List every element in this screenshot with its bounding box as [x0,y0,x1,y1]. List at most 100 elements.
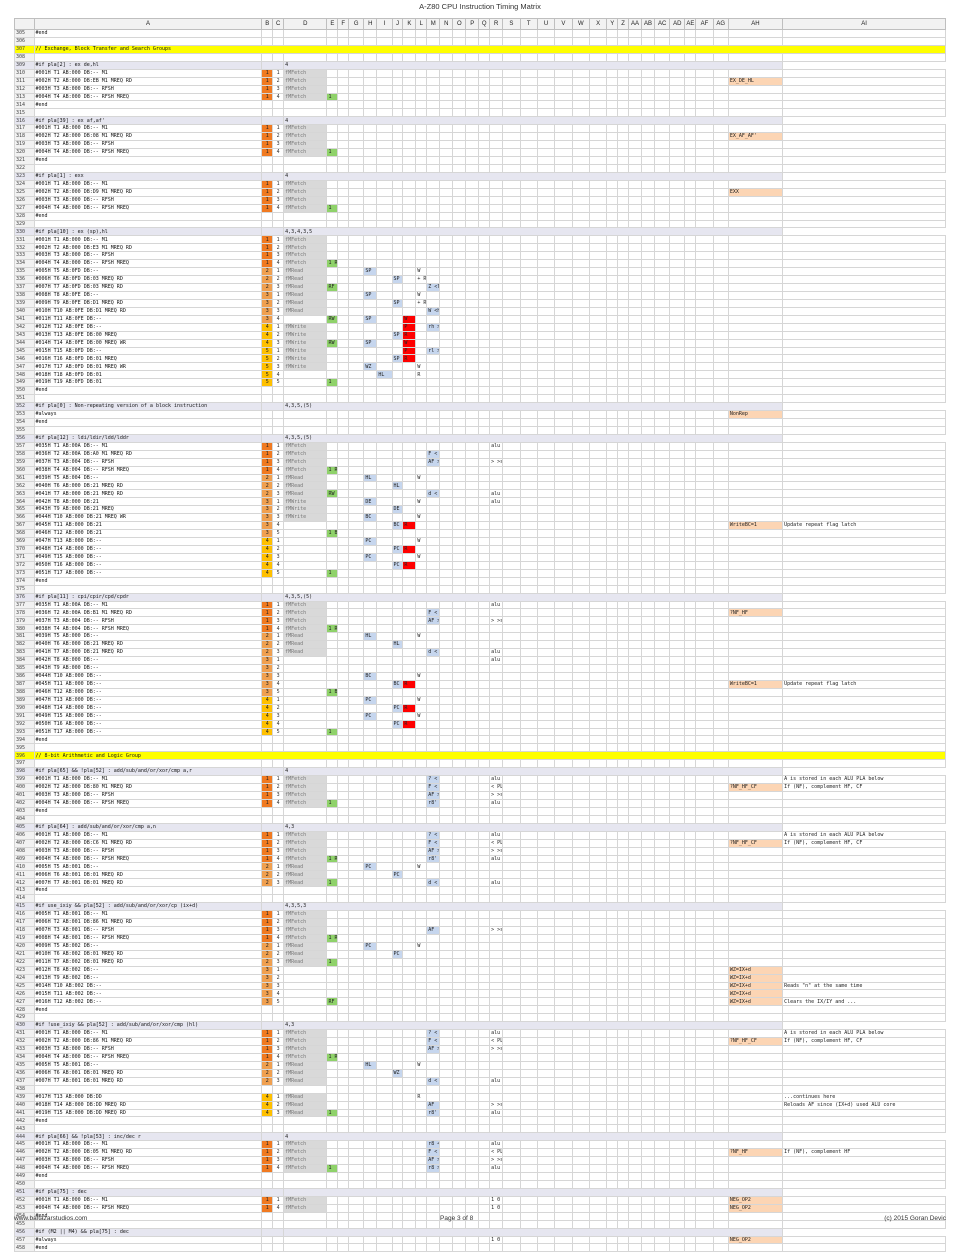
cell[interactable] [415,36,428,46]
cell[interactable] [617,1060,630,1070]
cell[interactable] [426,759,441,769]
cell[interactable] [439,576,454,586]
cell[interactable] [588,338,608,348]
comment-cell[interactable] [782,608,946,618]
function-cell[interactable]: fMFetch [283,1140,328,1150]
cell[interactable] [606,981,619,991]
cell[interactable] [465,711,480,721]
control-cell[interactable] [727,1045,784,1054]
cell[interactable] [712,370,729,380]
cell[interactable] [348,465,365,475]
cell[interactable] [684,84,697,94]
cell[interactable] [712,1179,729,1189]
cell[interactable] [402,219,417,229]
cell[interactable] [415,140,428,150]
cell[interactable] [348,92,365,102]
cell[interactable] [439,989,454,999]
cell[interactable] [628,941,643,951]
cell[interactable] [684,529,697,538]
cell[interactable] [641,362,656,372]
cell[interactable] [489,378,504,388]
function-cell[interactable]: fMRead [283,632,328,642]
cell[interactable] [489,410,504,419]
cell[interactable] [695,1140,714,1150]
cell[interactable] [376,1124,393,1134]
cell[interactable] [654,156,671,165]
instruction-text[interactable] [33,52,263,62]
instruction-text[interactable]: #002H T2 AB:000 DB:80 M1 MREQ RD [33,783,263,792]
row-number[interactable]: 361 [14,473,35,483]
cell[interactable] [536,1013,556,1023]
cell[interactable] [415,624,428,634]
cell[interactable] [588,568,608,578]
cell[interactable] [502,513,521,523]
cell[interactable] [654,29,671,38]
cell[interactable] [588,76,608,86]
cell[interactable] [363,1124,378,1134]
cell[interactable] [554,894,573,904]
comment-cell[interactable] [782,1013,946,1023]
mcycle-cell[interactable] [261,886,274,896]
tstate-cell[interactable]: 1 [272,537,285,546]
cell[interactable] [402,1179,417,1189]
cell[interactable] [554,124,573,134]
cell[interactable] [348,29,365,38]
cell[interactable] [489,417,504,427]
tstate-cell[interactable] [272,410,285,419]
cell[interactable] [363,703,378,713]
cell[interactable] [326,1092,339,1102]
column-header-ab[interactable]: AB [641,18,656,30]
cell[interactable] [502,1045,521,1054]
cell[interactable] [439,36,454,46]
cell[interactable] [415,1156,428,1166]
cell[interactable] [402,854,417,864]
cell[interactable] [376,132,393,142]
instruction-text[interactable] [33,1013,263,1023]
mcycle-cell[interactable]: 1 [261,124,274,134]
cell[interactable] [571,386,590,396]
cell[interactable]: W [415,695,428,705]
cell[interactable] [519,243,538,253]
cell[interactable] [588,687,608,697]
cell[interactable] [554,1124,573,1134]
cell[interactable]: R [402,560,417,570]
cell[interactable] [712,124,729,134]
instruction-text[interactable]: #040H T6 AB:000 DB:21 MREQ RD [33,640,263,650]
cell[interactable] [554,76,573,86]
cell[interactable] [617,973,630,983]
cell[interactable] [402,203,417,213]
cell[interactable] [489,362,504,372]
tstate-cell[interactable]: 2 [272,505,285,515]
cell[interactable] [571,243,590,253]
cell[interactable] [452,727,467,737]
cell[interactable] [519,632,538,642]
control-cell[interactable] [727,648,784,658]
cell[interactable] [465,529,480,538]
cell[interactable] [415,1148,428,1158]
row-number[interactable]: 438 [14,1084,35,1094]
cell[interactable] [588,1029,608,1039]
cell[interactable] [519,981,538,991]
cell[interactable] [641,965,656,975]
cell[interactable] [712,1116,729,1126]
cell[interactable] [617,298,630,308]
cell[interactable]: AF > [426,457,441,467]
cell[interactable] [617,584,630,594]
cell[interactable] [712,838,729,848]
cell[interactable]: AF > [426,1045,441,1054]
cell[interactable] [684,703,697,713]
tstate-cell[interactable]: 4 [272,719,285,729]
control-cell[interactable] [727,616,784,626]
cell[interactable] [465,671,480,681]
cell[interactable] [415,703,428,713]
cell[interactable] [402,616,417,626]
cell[interactable] [669,838,686,848]
cell[interactable] [684,648,697,658]
column-header-e[interactable]: E [326,18,339,30]
function-cell[interactable]: fMFetch [283,132,328,142]
cell[interactable] [519,259,538,269]
cell[interactable] [502,640,521,650]
control-cell[interactable] [727,576,784,586]
column-header-d[interactable]: D [283,18,328,30]
cell[interactable] [426,362,441,372]
